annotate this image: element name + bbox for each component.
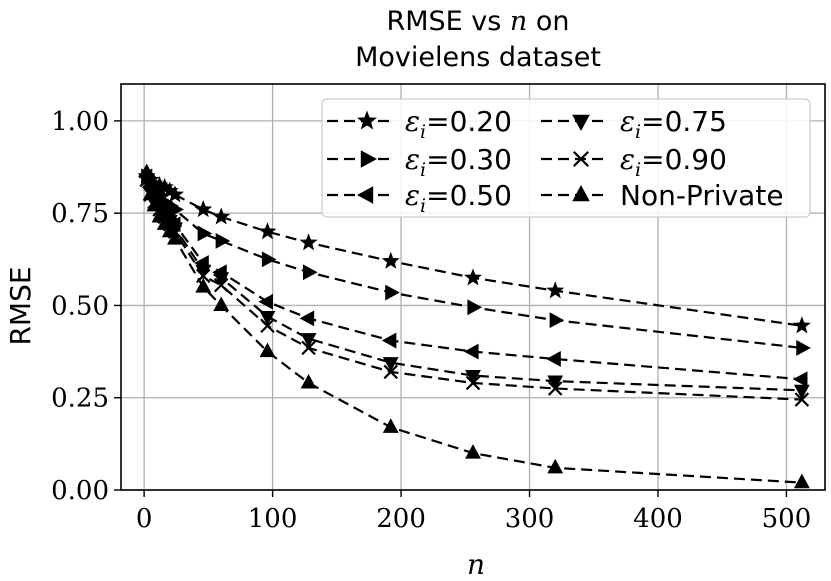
data-point-4-13 xyxy=(547,381,563,396)
data-point-1-9 xyxy=(261,251,277,268)
series-line-0 xyxy=(145,175,803,327)
data-point-3-14 xyxy=(793,384,810,400)
data-point-1-13 xyxy=(549,312,565,329)
data-point-5-0 xyxy=(138,163,155,179)
y-tick-label: 0.25 xyxy=(51,384,109,414)
data-point-0-14 xyxy=(792,316,811,334)
chart-title-line-2: Movielens dataset xyxy=(355,42,601,73)
data-point-1-14 xyxy=(796,339,811,356)
data-point-4-9 xyxy=(260,318,275,334)
data-point-2-14 xyxy=(792,371,808,388)
legend-item-2: εi=0.50 xyxy=(327,179,512,217)
data-point-1-12 xyxy=(467,299,482,316)
y-tick-label: 0.00 xyxy=(51,476,109,506)
series-lines xyxy=(145,172,803,484)
data-point-5-13 xyxy=(547,458,564,474)
legend-marker xyxy=(360,150,377,168)
legend-label: εi=0.75 xyxy=(620,105,727,143)
data-point-0-13 xyxy=(546,281,565,299)
legend-label: εi=0.20 xyxy=(405,105,512,143)
data-point-0-12 xyxy=(464,268,482,286)
data-point-1-10 xyxy=(302,264,318,281)
data-point-3-12 xyxy=(465,370,481,385)
data-point-0-7 xyxy=(194,200,213,218)
legend-label: Non-Private xyxy=(620,179,784,212)
x-axis-ticks: 0 100 200 300 400 500 xyxy=(136,490,811,534)
data-point-5-7 xyxy=(195,278,212,293)
x-tick-label: 300 xyxy=(505,504,555,534)
series-markers xyxy=(137,163,811,489)
data-point-3-7 xyxy=(195,264,212,280)
data-point-5-6 xyxy=(167,230,183,245)
data-point-0-6 xyxy=(165,185,184,203)
data-point-4-14 xyxy=(794,392,810,407)
data-point-0-5 xyxy=(160,181,179,199)
axes-frame xyxy=(120,83,826,491)
data-point-0-8 xyxy=(212,207,231,225)
data-point-4-8 xyxy=(213,277,229,293)
legend-item-3: εi=0.75 xyxy=(541,105,727,143)
y-tick-label: 1.00 xyxy=(51,107,109,137)
data-point-3-9 xyxy=(259,310,276,326)
legend-marker xyxy=(572,185,590,202)
data-point-4-12 xyxy=(465,375,481,391)
data-point-2-10 xyxy=(299,310,315,327)
legend-label: εi=0.90 xyxy=(620,143,727,181)
data-point-4-10 xyxy=(301,340,316,356)
data-point-1-11 xyxy=(385,284,400,301)
legend-item-5: Non-Private xyxy=(541,179,784,212)
data-point-5-2 xyxy=(146,196,163,212)
data-point-5-14 xyxy=(793,473,810,489)
data-point-3-11 xyxy=(382,357,399,372)
data-point-1-7 xyxy=(197,225,213,242)
legend-marker xyxy=(573,151,589,167)
data-point-5-1 xyxy=(142,185,159,201)
x-tick-label: 400 xyxy=(633,504,683,534)
legend-item-0: εi=0.20 xyxy=(327,105,512,143)
data-point-0-4 xyxy=(155,177,174,195)
legend-marker xyxy=(357,186,374,204)
y-tick-label: 0.75 xyxy=(51,199,109,229)
data-point-3-8 xyxy=(213,272,230,287)
data-point-3-10 xyxy=(300,333,317,348)
data-point-2-11 xyxy=(381,332,397,349)
legend-marker xyxy=(357,110,377,130)
legend-marker xyxy=(572,114,590,131)
data-point-1-8 xyxy=(215,232,231,249)
chart-title-line-1: RMSE vs n on xyxy=(386,6,569,37)
y-tick-label: 0.50 xyxy=(51,291,109,321)
data-point-5-12 xyxy=(465,444,481,459)
data-point-5-8 xyxy=(213,296,230,312)
data-point-2-13 xyxy=(546,351,561,367)
data-point-4-11 xyxy=(383,364,399,380)
x-tick-label: 100 xyxy=(248,504,298,534)
data-point-3-13 xyxy=(547,375,564,391)
x-tick-label: 500 xyxy=(762,504,812,534)
data-point-0-9 xyxy=(258,222,277,240)
data-point-2-9 xyxy=(258,293,274,310)
y-axis-ticks: 0.00 0.25 0.50 0.75 1.00 xyxy=(51,107,121,506)
data-point-2-12 xyxy=(464,343,479,360)
data-point-5-9 xyxy=(259,342,276,358)
legend-item-1: εi=0.30 xyxy=(327,143,512,181)
data-point-0-10 xyxy=(299,233,318,251)
data-point-5-11 xyxy=(382,418,399,433)
y-axis-label: RMSE xyxy=(4,266,37,345)
legend-item-4: εi=0.90 xyxy=(541,143,727,181)
x-tick-label: 200 xyxy=(376,504,426,534)
legend-label: εi=0.50 xyxy=(405,179,512,217)
legend-label: εi=0.30 xyxy=(405,143,512,181)
x-tick-label: 0 xyxy=(136,504,153,534)
series-line-5 xyxy=(145,172,802,484)
x-axis-label: n xyxy=(467,548,485,581)
data-point-5-10 xyxy=(300,373,317,389)
data-point-0-11 xyxy=(381,251,400,269)
plot-area xyxy=(137,163,811,489)
data-point-4-7 xyxy=(195,268,211,284)
